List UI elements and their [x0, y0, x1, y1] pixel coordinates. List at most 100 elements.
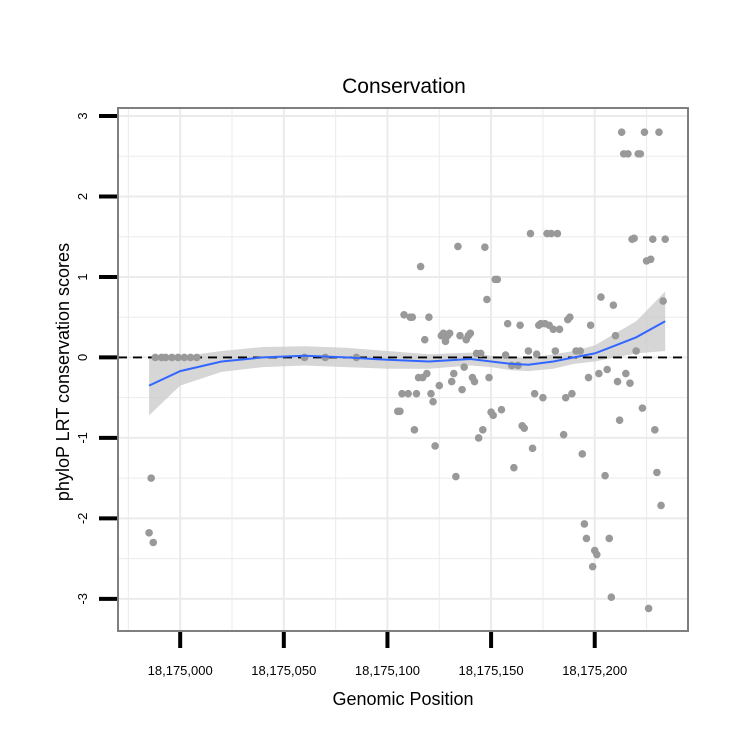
data-point — [423, 369, 431, 378]
data-point — [145, 529, 153, 537]
data-point — [580, 520, 589, 528]
data-point — [516, 321, 524, 330]
data-point — [458, 385, 466, 394]
data-point — [532, 350, 541, 359]
data-point — [449, 369, 458, 378]
y-tick-label: -3 — [75, 593, 90, 605]
data-point — [588, 562, 597, 571]
data-point — [597, 293, 605, 301]
data-point — [149, 538, 158, 547]
data-point — [476, 349, 485, 358]
x-axis: 18,175,000 18,175,050 18,175,100 18,175,150… — [148, 632, 627, 678]
data-point — [168, 353, 176, 362]
data-point — [510, 463, 518, 472]
data-point — [653, 468, 661, 477]
y-tick-label: 3 — [75, 112, 90, 119]
data-point — [609, 301, 618, 309]
data-point — [408, 313, 417, 322]
data-point — [460, 363, 468, 371]
data-point — [416, 262, 425, 271]
data-point — [578, 450, 587, 458]
data-point — [412, 389, 421, 398]
data-point — [555, 325, 564, 334]
data-point — [452, 472, 460, 481]
data-point — [630, 234, 638, 243]
data-point — [192, 353, 201, 362]
data-point — [611, 331, 620, 340]
data-point — [657, 501, 665, 510]
data-point — [497, 405, 506, 414]
data-point — [530, 389, 539, 398]
data-point — [398, 389, 406, 398]
data-point — [147, 474, 155, 482]
data-point — [622, 369, 630, 378]
data-point — [404, 389, 412, 398]
data-point — [561, 393, 570, 402]
data-point — [481, 243, 489, 251]
x-axis-title: Genomic Position — [332, 689, 473, 709]
smoothed-fit-line — [148, 320, 666, 387]
data-point — [474, 434, 483, 442]
data-point — [661, 235, 669, 243]
data-point — [456, 331, 464, 340]
data-point — [584, 373, 593, 382]
data-point — [549, 325, 558, 334]
data-points — [145, 128, 669, 613]
data-point — [601, 471, 609, 480]
data-point — [528, 444, 537, 453]
data-point — [624, 150, 632, 158]
data-point — [615, 416, 624, 424]
data-point — [595, 369, 603, 378]
data-point — [420, 335, 429, 344]
data-point — [526, 229, 535, 238]
data-point — [489, 411, 497, 420]
data-point — [410, 426, 419, 434]
data-point — [180, 353, 189, 362]
data-point — [576, 347, 585, 355]
data-point — [427, 389, 435, 398]
data-point — [435, 381, 444, 390]
confidence-band — [149, 291, 666, 416]
data-point — [632, 347, 640, 355]
data-point — [613, 377, 622, 386]
data-point — [151, 353, 160, 362]
x-tick-label: 18,175,000 — [148, 663, 213, 678]
data-point — [605, 534, 614, 543]
data-point — [503, 319, 512, 328]
data-point — [651, 426, 659, 434]
data-point — [636, 150, 645, 158]
data-point — [429, 397, 437, 406]
y-tick-label: -1 — [75, 432, 90, 444]
data-point — [617, 128, 626, 136]
x-tick-label: 18,175,150 — [459, 663, 524, 678]
data-point — [400, 310, 408, 319]
data-point — [396, 407, 404, 416]
data-point — [626, 379, 634, 387]
data-point — [603, 365, 611, 374]
data-point — [568, 389, 576, 398]
data-point — [454, 242, 462, 251]
data-point — [466, 329, 475, 338]
data-point — [431, 442, 439, 450]
data-point — [659, 297, 667, 305]
data-point — [485, 373, 493, 382]
data-point — [186, 353, 195, 362]
data-point — [425, 313, 433, 322]
data-point — [648, 235, 657, 243]
data-point — [655, 128, 663, 136]
x-tick-label: 18,175,100 — [355, 663, 420, 678]
y-tick-label: -2 — [75, 513, 90, 525]
data-point — [483, 295, 491, 304]
panel-border — [117, 107, 689, 632]
data-point — [520, 424, 529, 433]
y-axis: -3 -2 -1 0 1 2 3 — [75, 112, 117, 605]
data-point — [586, 321, 595, 330]
data-point — [547, 229, 555, 238]
data-point — [559, 430, 568, 439]
data-point — [638, 404, 647, 412]
data-point — [582, 534, 591, 543]
x-tick-label: 18,175,200 — [562, 663, 627, 678]
data-point — [644, 604, 653, 613]
data-point — [493, 275, 502, 284]
